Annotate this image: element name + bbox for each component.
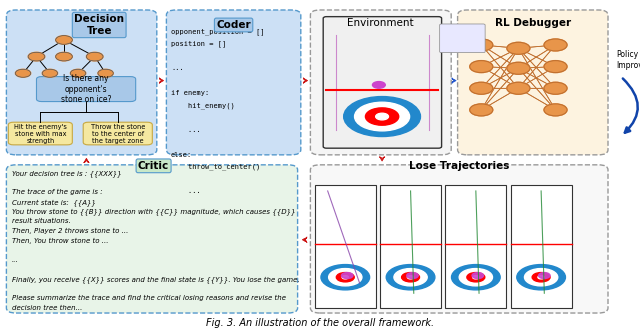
- FancyBboxPatch shape: [6, 165, 298, 313]
- Circle shape: [372, 82, 385, 88]
- Text: Fig. 3. An illustration of the overall framework.: Fig. 3. An illustration of the overall f…: [206, 318, 434, 328]
- Circle shape: [329, 268, 362, 286]
- Circle shape: [539, 272, 550, 278]
- Circle shape: [386, 264, 435, 290]
- Circle shape: [517, 264, 566, 290]
- FancyBboxPatch shape: [315, 185, 376, 308]
- Circle shape: [472, 272, 484, 278]
- Text: Lose Trajectories: Lose Trajectories: [410, 161, 509, 171]
- Circle shape: [544, 104, 567, 116]
- Text: Critic: Critic: [138, 161, 169, 171]
- Circle shape: [355, 102, 410, 131]
- Circle shape: [337, 272, 355, 282]
- Circle shape: [376, 113, 388, 120]
- Circle shape: [342, 276, 348, 279]
- FancyBboxPatch shape: [440, 24, 485, 53]
- FancyBboxPatch shape: [310, 10, 451, 155]
- Circle shape: [42, 69, 58, 77]
- Text: Coder: Coder: [216, 20, 251, 30]
- FancyBboxPatch shape: [380, 185, 441, 308]
- Circle shape: [544, 39, 567, 51]
- Text: The trace of the game is :: The trace of the game is :: [12, 189, 102, 195]
- FancyBboxPatch shape: [166, 10, 301, 155]
- Text: ...: ...: [12, 257, 19, 263]
- Circle shape: [70, 69, 86, 77]
- Circle shape: [365, 108, 399, 125]
- Text: Throw the stone
to the center of
the target zone: Throw the stone to the center of the tar…: [91, 124, 145, 144]
- Circle shape: [467, 272, 485, 282]
- Circle shape: [507, 82, 530, 94]
- Text: Please summarize the trace and find the critical losing reasons and revise the: Please summarize the trace and find the …: [12, 295, 285, 301]
- Circle shape: [532, 272, 550, 282]
- Circle shape: [342, 272, 353, 278]
- Circle shape: [28, 52, 45, 61]
- FancyBboxPatch shape: [310, 165, 608, 313]
- FancyBboxPatch shape: [445, 185, 506, 308]
- Text: Environment: Environment: [348, 18, 414, 28]
- Circle shape: [507, 42, 530, 54]
- Circle shape: [452, 264, 500, 290]
- Text: Finally, you receive {{X}} scores and the final state is {{Y}}. You lose the gam: Finally, you receive {{X}} scores and th…: [12, 276, 299, 283]
- Text: Then, Player 2 throws stone to ...: Then, Player 2 throws stone to ...: [12, 228, 128, 234]
- Text: Decision
Tree: Decision Tree: [74, 14, 124, 36]
- Text: Then, You throw stone to ...: Then, You throw stone to ...: [12, 237, 108, 243]
- Circle shape: [507, 62, 530, 74]
- Text: ...: ...: [171, 188, 200, 194]
- Text: decision tree then...: decision tree then...: [12, 305, 82, 311]
- FancyBboxPatch shape: [511, 185, 572, 308]
- Circle shape: [470, 61, 493, 73]
- Text: Is there any
opponent's
stone on ice?: Is there any opponent's stone on ice?: [61, 74, 111, 104]
- Text: Policy
Improvement: Policy Improvement: [616, 50, 640, 70]
- FancyBboxPatch shape: [6, 10, 157, 155]
- Text: throw_to_center(): throw_to_center(): [171, 164, 260, 170]
- Circle shape: [470, 104, 493, 116]
- FancyBboxPatch shape: [83, 122, 152, 145]
- Text: Current state is:  {{A}}: Current state is: {{A}}: [12, 199, 95, 206]
- Circle shape: [344, 97, 420, 137]
- Circle shape: [15, 69, 31, 77]
- FancyBboxPatch shape: [36, 77, 136, 102]
- Circle shape: [544, 61, 567, 73]
- Text: You throw stone to {{B}} direction with {{C}} magnitude, which causes {{D}}: You throw stone to {{B}} direction with …: [12, 208, 295, 215]
- Circle shape: [98, 69, 113, 77]
- Text: result situations.: result situations.: [12, 218, 70, 224]
- Circle shape: [56, 36, 72, 44]
- Circle shape: [525, 268, 558, 286]
- Circle shape: [538, 276, 545, 279]
- Text: Hit the enemy's
stone with max
strength: Hit the enemy's stone with max strength: [14, 124, 67, 144]
- Circle shape: [407, 272, 419, 278]
- Circle shape: [56, 52, 72, 61]
- Text: else:: else:: [171, 152, 192, 158]
- FancyBboxPatch shape: [458, 10, 608, 155]
- Text: RL Debugger: RL Debugger: [495, 18, 571, 28]
- Circle shape: [544, 82, 567, 94]
- Text: if enemy:: if enemy:: [171, 90, 209, 96]
- Text: hit_enemy(): hit_enemy(): [171, 102, 235, 109]
- Circle shape: [402, 272, 420, 282]
- FancyBboxPatch shape: [8, 122, 72, 145]
- Text: position = []: position = []: [171, 41, 226, 47]
- Circle shape: [407, 276, 414, 279]
- Text: ...: ...: [171, 65, 184, 71]
- Circle shape: [460, 268, 493, 286]
- Circle shape: [321, 264, 370, 290]
- FancyArrowPatch shape: [623, 79, 638, 133]
- Text: ...: ...: [171, 127, 200, 133]
- Circle shape: [470, 39, 493, 51]
- Circle shape: [472, 276, 479, 279]
- Circle shape: [394, 268, 428, 286]
- Circle shape: [470, 82, 493, 94]
- FancyBboxPatch shape: [323, 17, 442, 148]
- Circle shape: [86, 52, 103, 61]
- Text: Your decision tree is : {{XXX}}: Your decision tree is : {{XXX}}: [12, 170, 121, 177]
- Text: opponent_position = []: opponent_position = []: [171, 28, 264, 35]
